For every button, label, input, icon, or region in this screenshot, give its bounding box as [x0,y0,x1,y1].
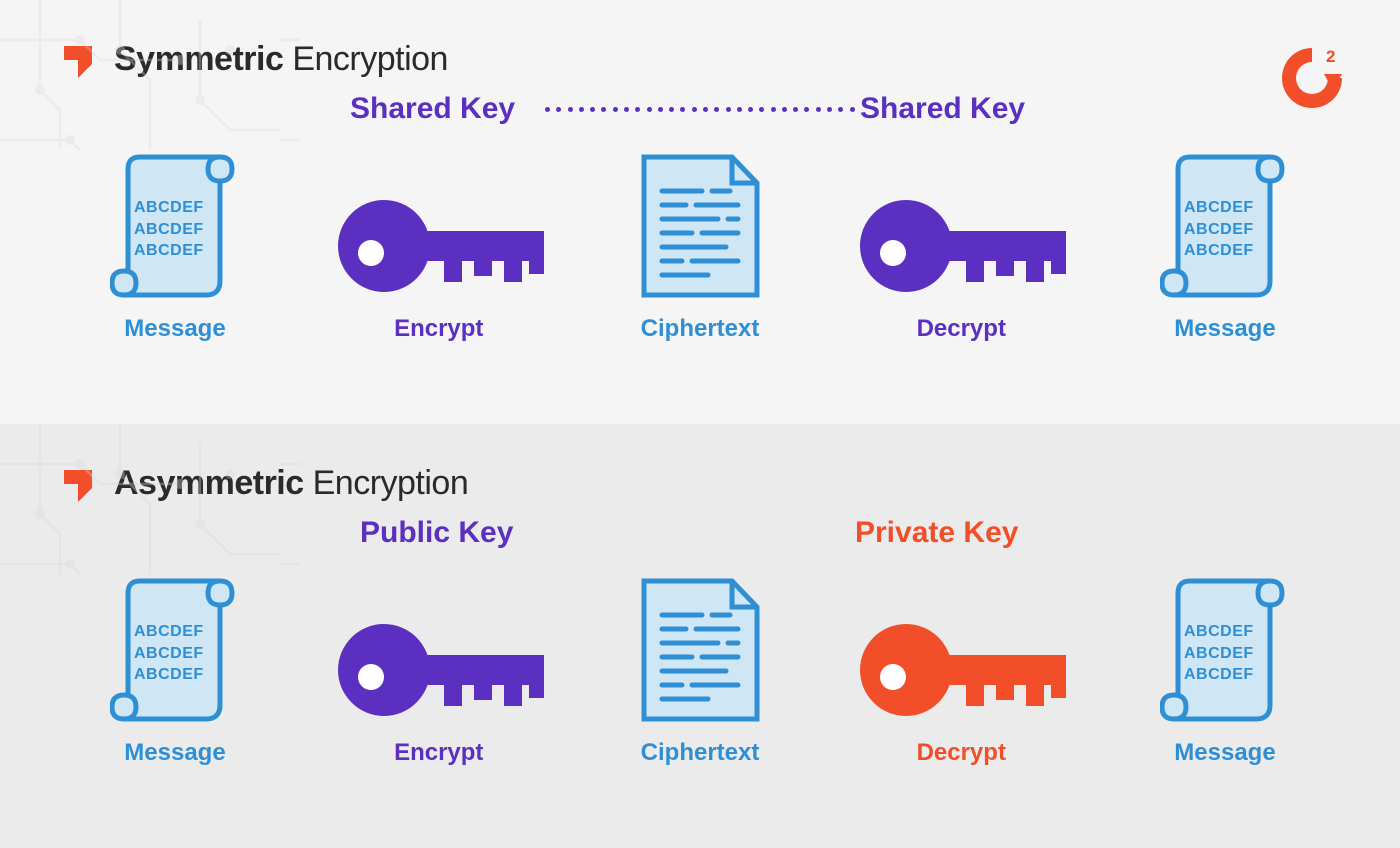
key-icon [329,615,549,725]
shared-key-label-right: Shared Key [860,92,1025,126]
item-label: Message [124,315,225,343]
item-label: Decrypt [917,315,1006,343]
connector-dot [658,107,663,112]
connector-dot [545,107,550,112]
scroll-icon: ABCDEFABCDEFABCDEF [1160,575,1290,725]
connector-dot [647,107,652,112]
decrypt-key: Decrypt [851,191,1071,343]
item-label: Encrypt [394,315,483,343]
ciphertext: Ciphertext [638,575,763,767]
connector-dot [635,107,640,112]
connector-dot [838,107,843,112]
dotted-connector [545,106,855,112]
connector-dot [714,107,719,112]
connector-dot [680,107,685,112]
connector-dot [556,107,561,112]
message-right: ABCDEFABCDEFABCDEF Message [1160,575,1290,767]
heading-bold: Symmetric [114,40,283,78]
symmetric-heading: Symmetric Encryption [60,40,1340,79]
public-key-label: Public Key [360,516,513,550]
message-left: ABCDEFABCDEFABCDEF Message [110,575,240,767]
item-label: Message [1174,315,1275,343]
private-key-label: Private Key [855,516,1018,550]
asymmetric-heading: Asymmetric Encryption [60,464,1340,503]
symmetric-key-labels: Shared Key Shared Key [60,89,1340,129]
connector-dot [568,107,573,112]
heading-light: Encryption [283,40,448,78]
connector-dot [827,107,832,112]
scroll-text: ABCDEFABCDEFABCDEF [1184,621,1254,686]
key-icon [851,615,1071,725]
scroll-text: ABCDEFABCDEFABCDEF [1184,197,1254,262]
connector-dot [782,107,787,112]
connector-dot [669,107,674,112]
connector-dot [737,107,742,112]
encrypt-key: Encrypt [329,615,549,767]
asymmetric-key-labels: Public Key Private Key [60,513,1340,553]
arrow-logo-icon [60,466,96,502]
item-label: Ciphertext [641,315,760,343]
connector-dot [579,107,584,112]
connector-dot [590,107,595,112]
arrow-logo-icon [60,42,96,78]
item-label: Decrypt [917,739,1006,767]
scroll-text: ABCDEFABCDEFABCDEF [134,197,204,262]
encrypt-key: Encrypt [329,191,549,343]
asymmetric-flow-row: ABCDEFABCDEFABCDEF Message Encrypt Ciphert… [60,575,1340,767]
connector-dot [601,107,606,112]
message-left: ABCDEFABCDEFABCDEF Message [110,151,240,343]
message-right: ABCDEFABCDEFABCDEF Message [1160,151,1290,343]
heading-light: Encryption [304,464,469,502]
scroll-icon: ABCDEFABCDEFABCDEF [110,575,240,725]
item-label: Message [124,739,225,767]
connector-dot [748,107,753,112]
connector-dot [793,107,798,112]
connector-dot [759,107,764,112]
connector-dot [804,107,809,112]
scroll-icon: ABCDEFABCDEFABCDEF [1160,151,1290,301]
heading-bold: Asymmetric [114,464,304,502]
connector-dot [692,107,697,112]
connector-dot [613,107,618,112]
symmetric-panel: Symmetric Encryption Shared Key Shared K… [0,0,1400,424]
key-icon [329,191,549,301]
symmetric-heading-text: Symmetric Encryption [114,40,448,79]
decrypt-key: Decrypt [851,615,1071,767]
connector-dot [726,107,731,112]
symmetric-flow-row: ABCDEFABCDEFABCDEF Message Encrypt Ciphert… [60,151,1340,343]
scroll-text: ABCDEFABCDEFABCDEF [134,621,204,686]
connector-dot [624,107,629,112]
connector-dot [816,107,821,112]
asymmetric-panel: Asymmetric Encryption Public Key Private… [0,424,1400,848]
item-label: Message [1174,739,1275,767]
connector-dot [850,107,855,112]
connector-dot [771,107,776,112]
item-label: Encrypt [394,739,483,767]
document-icon [638,151,763,301]
scroll-icon: ABCDEFABCDEFABCDEF [110,151,240,301]
key-icon [851,191,1071,301]
shared-key-label-left: Shared Key [350,92,515,126]
asymmetric-heading-text: Asymmetric Encryption [114,464,468,503]
document-icon [638,575,763,725]
connector-dot [703,107,708,112]
item-label: Ciphertext [641,739,760,767]
ciphertext: Ciphertext [638,151,763,343]
